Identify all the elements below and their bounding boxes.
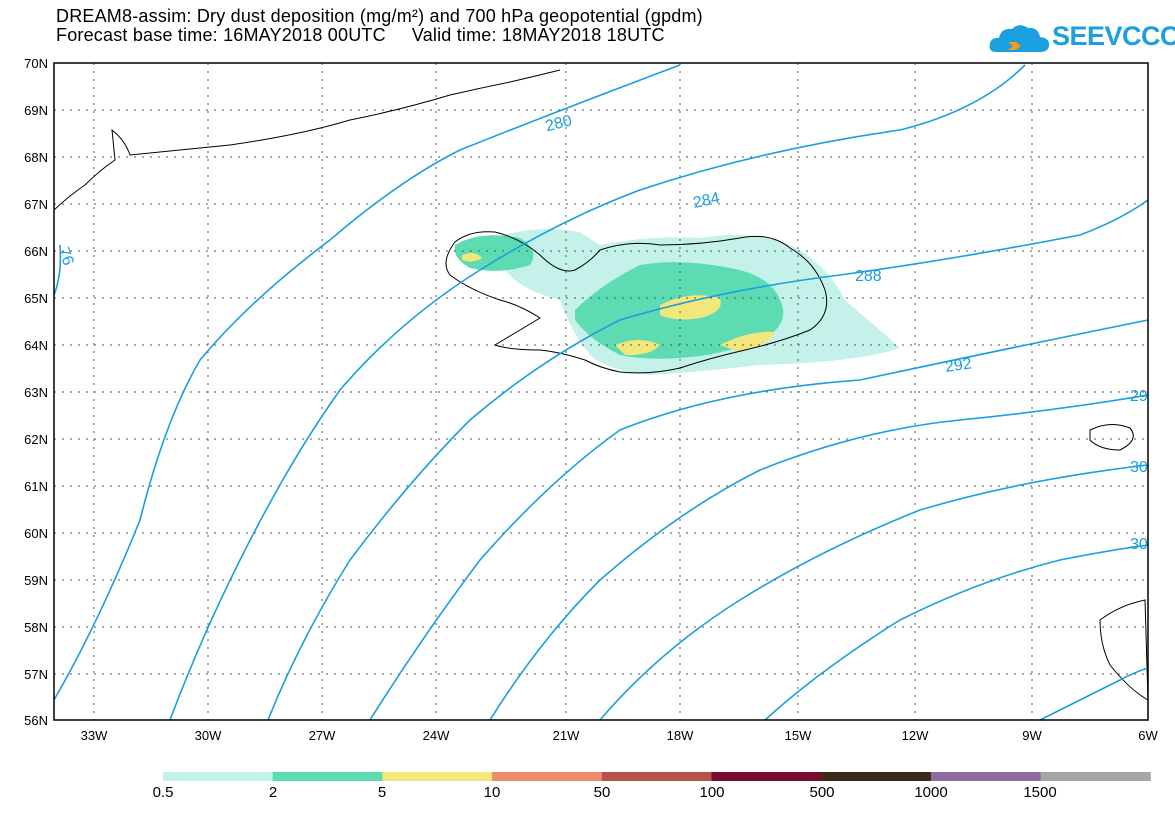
legend-swatch [930, 772, 1042, 781]
greenland-coast [53, 69, 561, 211]
geopotential-contours [53, 64, 1149, 721]
contour-label-76: 76 [54, 245, 76, 268]
lon-label: 30W [195, 728, 222, 743]
coastlines [53, 69, 1149, 701]
lat-label: 70N [24, 56, 48, 71]
contour-label-30b: 30 [1130, 536, 1148, 553]
map-title-line2: Forecast base time: 16MAY2018 00UTC Vali… [56, 25, 665, 45]
map-title-line1: DREAM8-assim: Dry dust deposition (mg/m²… [56, 6, 703, 26]
dust-area-westfjords [454, 235, 534, 271]
legend-swatch [272, 772, 383, 781]
lon-label: 24W [423, 728, 450, 743]
legend-swatch [1040, 772, 1151, 781]
legend-swatch [601, 772, 712, 781]
lat-label: 60N [24, 526, 48, 541]
lat-label: 66N [24, 244, 48, 259]
lat-label: 57N [24, 667, 48, 682]
legend-label: 50 [594, 784, 611, 801]
lon-label: 33W [81, 728, 108, 743]
dust-deposition-shading [454, 229, 900, 375]
contour-label-288: 288 [855, 268, 882, 285]
dust-area-high-1 [660, 295, 721, 320]
legend-swatch [821, 772, 932, 781]
cloud-logo-icon [989, 25, 1050, 52]
iceland-coast [445, 231, 828, 374]
lat-label: 58N [24, 620, 48, 635]
dust-area-high-4 [462, 253, 482, 262]
norway-coast [1099, 599, 1149, 701]
legend-label: 2 [269, 784, 277, 801]
lon-label: 21W [553, 728, 580, 743]
lat-label: 56N [24, 713, 48, 728]
lat-label: 61N [24, 479, 48, 494]
contour-label-29: 29 [1130, 388, 1148, 405]
legend-label: 1000 [914, 784, 947, 801]
legend-label: 500 [809, 784, 834, 801]
dust-area-high-3 [720, 331, 775, 352]
legend-swatch [382, 772, 493, 781]
lon-label: 18W [667, 728, 694, 743]
contour-label-30a: 30 [1130, 459, 1148, 476]
legend-label: 10 [484, 784, 501, 801]
lon-label: 15W [785, 728, 812, 743]
lon-label: 9W [1022, 728, 1042, 743]
contour-label-292: 292 [944, 355, 973, 376]
legend-label: 5 [378, 784, 386, 801]
lat-label: 62N [24, 432, 48, 447]
legend-swatch [711, 772, 822, 781]
legend-swatch [492, 772, 603, 781]
lat-label: 67N [24, 197, 48, 212]
lon-label: 12W [902, 728, 929, 743]
legend-label: 100 [699, 784, 724, 801]
lat-label: 64N [24, 338, 48, 353]
map-gridlines [54, 63, 1148, 720]
lat-label: 69N [24, 103, 48, 118]
lat-label: 63N [24, 385, 48, 400]
logo-text: SEEVCCC [1052, 21, 1175, 51]
contour-label-284: 284 [692, 190, 722, 212]
faroe-coast [1089, 424, 1134, 451]
lat-label: 59N [24, 573, 48, 588]
dust-area-high-2 [615, 340, 660, 356]
legend-label: 0.5 [153, 784, 174, 801]
lat-label: 65N [24, 291, 48, 306]
legend-label: 1500 [1023, 784, 1056, 801]
map-frame [53, 62, 1149, 721]
contour-label-280: 280 [544, 112, 574, 135]
legend-swatch [163, 772, 274, 781]
lon-label: 6W [1138, 728, 1158, 743]
lon-label: 27W [309, 728, 336, 743]
lat-label: 68N [24, 150, 48, 165]
